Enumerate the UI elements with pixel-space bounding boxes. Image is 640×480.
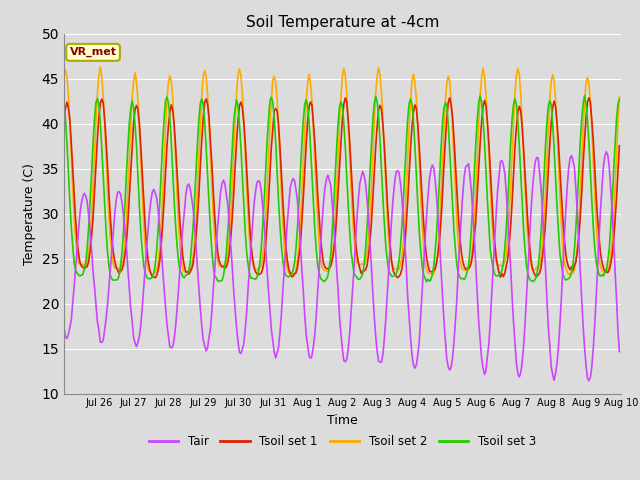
- Tsoil set 2: [459, 266, 467, 272]
- Tsoil set 1: [152, 275, 159, 281]
- Tsoil set 1: [97, 101, 104, 107]
- Tair: [614, 326, 621, 332]
- Tsoil set 2: [614, 121, 621, 127]
- Tsoil set 1: [540, 240, 548, 246]
- Tsoil set 3: [458, 276, 465, 282]
- Tsoil set 2: [60, 72, 68, 78]
- Tsoil set 3: [580, 93, 588, 98]
- Line: Tsoil set 1: Tsoil set 1: [64, 98, 620, 278]
- Y-axis label: Temperature (C): Temperature (C): [23, 163, 36, 264]
- Line: Tsoil set 3: Tsoil set 3: [64, 96, 620, 282]
- Text: VR_met: VR_met: [70, 47, 116, 58]
- Tsoil set 1: [348, 165, 355, 171]
- Tsoil set 1: [60, 119, 68, 125]
- Tsoil set 1: [614, 169, 621, 175]
- X-axis label: Time: Time: [327, 414, 358, 427]
- Tsoil set 2: [349, 212, 356, 218]
- Tsoil set 2: [98, 73, 106, 79]
- Tsoil set 3: [422, 279, 430, 285]
- Tair: [539, 208, 547, 214]
- Tsoil set 2: [97, 64, 104, 70]
- Legend: Tair, Tsoil set 1, Tsoil set 2, Tsoil set 3: Tair, Tsoil set 1, Tsoil set 2, Tsoil se…: [144, 430, 541, 453]
- Tsoil set 1: [616, 143, 623, 149]
- Tsoil set 1: [458, 249, 465, 254]
- Tsoil set 1: [79, 265, 86, 271]
- Tair: [585, 378, 593, 384]
- Line: Tsoil set 2: Tsoil set 2: [64, 67, 620, 275]
- Tsoil set 3: [540, 174, 548, 180]
- Line: Tair: Tair: [64, 152, 620, 381]
- Tsoil set 3: [616, 96, 623, 102]
- Tair: [602, 149, 610, 155]
- Tsoil set 2: [79, 262, 86, 268]
- Tsoil set 1: [585, 95, 593, 101]
- Tair: [616, 349, 623, 355]
- Tair: [79, 193, 86, 199]
- Tsoil set 3: [346, 228, 353, 233]
- Tsoil set 2: [148, 272, 156, 277]
- Tair: [456, 237, 464, 243]
- Tsoil set 3: [614, 101, 621, 107]
- Tsoil set 3: [60, 99, 68, 105]
- Title: Soil Temperature at -4cm: Soil Temperature at -4cm: [246, 15, 439, 30]
- Tsoil set 3: [97, 118, 104, 124]
- Tsoil set 3: [79, 272, 86, 277]
- Tair: [97, 339, 104, 345]
- Tsoil set 2: [616, 94, 623, 100]
- Tair: [346, 331, 353, 336]
- Tsoil set 2: [541, 191, 549, 196]
- Tair: [60, 324, 68, 330]
